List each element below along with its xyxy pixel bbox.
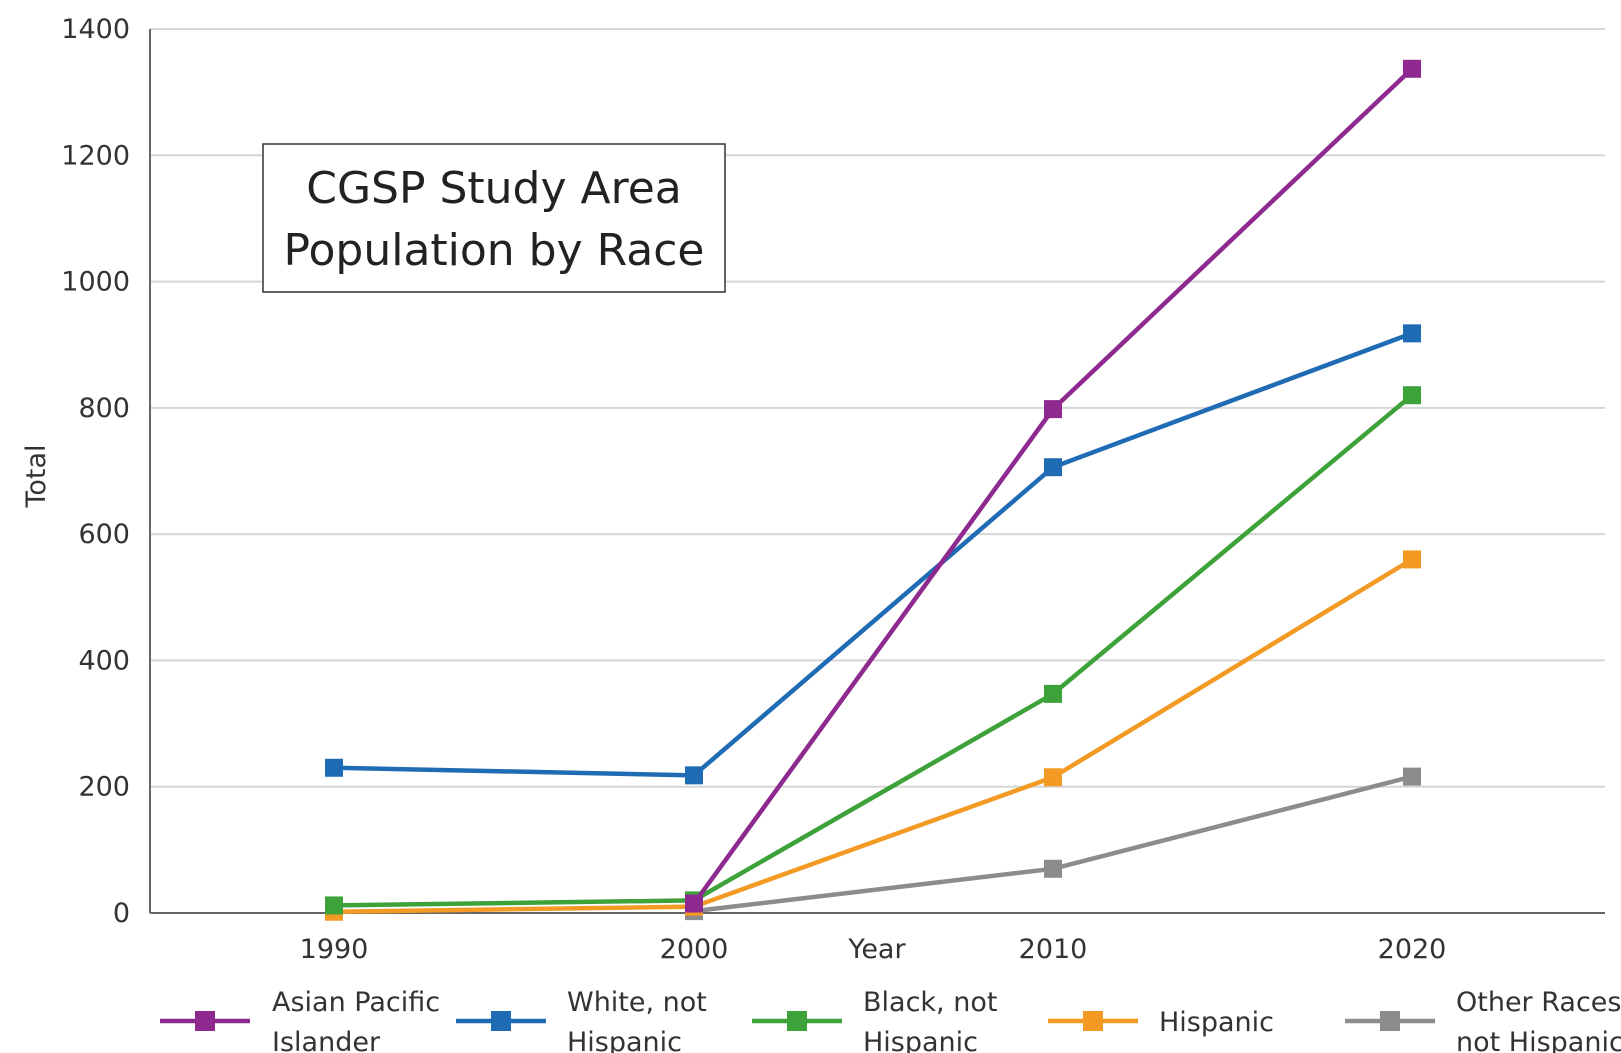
series-line-black-not-hispanic: [333, 393, 1414, 908]
chart-title-frame: [262, 143, 726, 293]
y-tick-label: 400: [78, 645, 130, 676]
data-point-asian-pacific-islander-2000: [685, 894, 703, 913]
legend-label: Other Races,: [1456, 987, 1621, 1018]
legend-marker-hispanic: [1083, 1011, 1103, 1031]
data-point-other-races-not-hispanic-2010: [1044, 859, 1062, 878]
legend-item-hispanic: Hispanic: [1048, 1007, 1274, 1038]
legend-marker-black-not-hispanic: [787, 1011, 807, 1031]
data-point-asian-pacific-islander-2010: [1044, 400, 1062, 419]
y-tick-label: 200: [78, 772, 130, 803]
legend-item-asian-pacific-islander: Asian Pacific Islander: [160, 987, 440, 1053]
chart-title-line-1: CGSP Study Area: [306, 163, 682, 214]
x-tick-label: 1990: [300, 934, 369, 965]
legend-label: Asian Pacific: [272, 987, 440, 1018]
y-axis-tick-labels: 0 200 400 600 800 1000 1200 1400: [61, 14, 130, 929]
legend-label: Hispanic: [1159, 1007, 1274, 1038]
legend-marker-asian-pacific-islander: [195, 1011, 215, 1031]
x-tick-label: 2020: [1378, 934, 1447, 965]
legend-label: not Hispanic: [1456, 1027, 1621, 1053]
y-tick-label: 600: [78, 519, 130, 550]
chart-title-box: CGSP Study Area Population by Race: [262, 143, 726, 293]
data-point-black-not-hispanic-2020: [1403, 386, 1421, 405]
x-axis-tick-labels: 1990 2000 2010 2020: [300, 934, 1447, 965]
y-tick-label: 0: [113, 898, 130, 929]
series-asian-pacific-islander: [685, 59, 1421, 913]
data-point-white-not-hispanic-2010: [1044, 458, 1062, 477]
legend-label: Hispanic: [567, 1027, 682, 1053]
y-axis-title: Total: [21, 444, 52, 508]
legend-marker-other-races-not-hispanic: [1380, 1011, 1400, 1031]
data-point-other-races-not-hispanic-2020: [1403, 767, 1421, 786]
data-point-white-not-hispanic-2020: [1403, 324, 1421, 343]
series-black-not-hispanic: [325, 386, 1421, 915]
series-layer: [325, 59, 1421, 921]
data-point-hispanic-2020: [1403, 550, 1421, 569]
data-point-white-not-hispanic-2000: [685, 766, 703, 785]
legend-label: White, not: [567, 987, 707, 1018]
series-line-other-races-not-hispanic: [693, 774, 1413, 914]
series-line-hispanic: [333, 557, 1414, 914]
y-tick-label: 800: [78, 393, 130, 424]
x-axis-title: Year: [847, 934, 906, 965]
legend-label: Hispanic: [863, 1027, 978, 1053]
data-point-white-not-hispanic-1990: [325, 758, 343, 777]
legend-item-white-not-hispanic: White, not Hispanic: [456, 987, 707, 1053]
data-point-black-not-hispanic-1990: [325, 896, 343, 915]
legend-label: Black, not: [863, 987, 997, 1018]
x-tick-label: 2000: [660, 934, 729, 965]
legend-item-other-races-not-hispanic: Other Races, not Hispanic: [1345, 987, 1621, 1053]
chart-title-line-2: Population by Race: [284, 225, 705, 276]
legend-marker-white-not-hispanic: [491, 1011, 511, 1031]
x-tick-label: 2010: [1019, 934, 1088, 965]
legend-label: Islander: [272, 1027, 381, 1053]
data-point-black-not-hispanic-2010: [1044, 684, 1062, 703]
data-point-asian-pacific-islander-2020: [1403, 59, 1421, 78]
gridlines: [150, 28, 1605, 788]
legend-item-black-not-hispanic: Black, not Hispanic: [752, 987, 997, 1053]
y-tick-label: 1200: [61, 140, 130, 171]
series-hispanic: [325, 550, 1421, 921]
series-line-white-not-hispanic: [333, 331, 1413, 778]
data-point-hispanic-2010: [1044, 768, 1062, 787]
y-tick-label: 1000: [61, 267, 130, 298]
series-white-not-hispanic: [325, 324, 1421, 785]
y-tick-label: 1400: [61, 14, 130, 45]
